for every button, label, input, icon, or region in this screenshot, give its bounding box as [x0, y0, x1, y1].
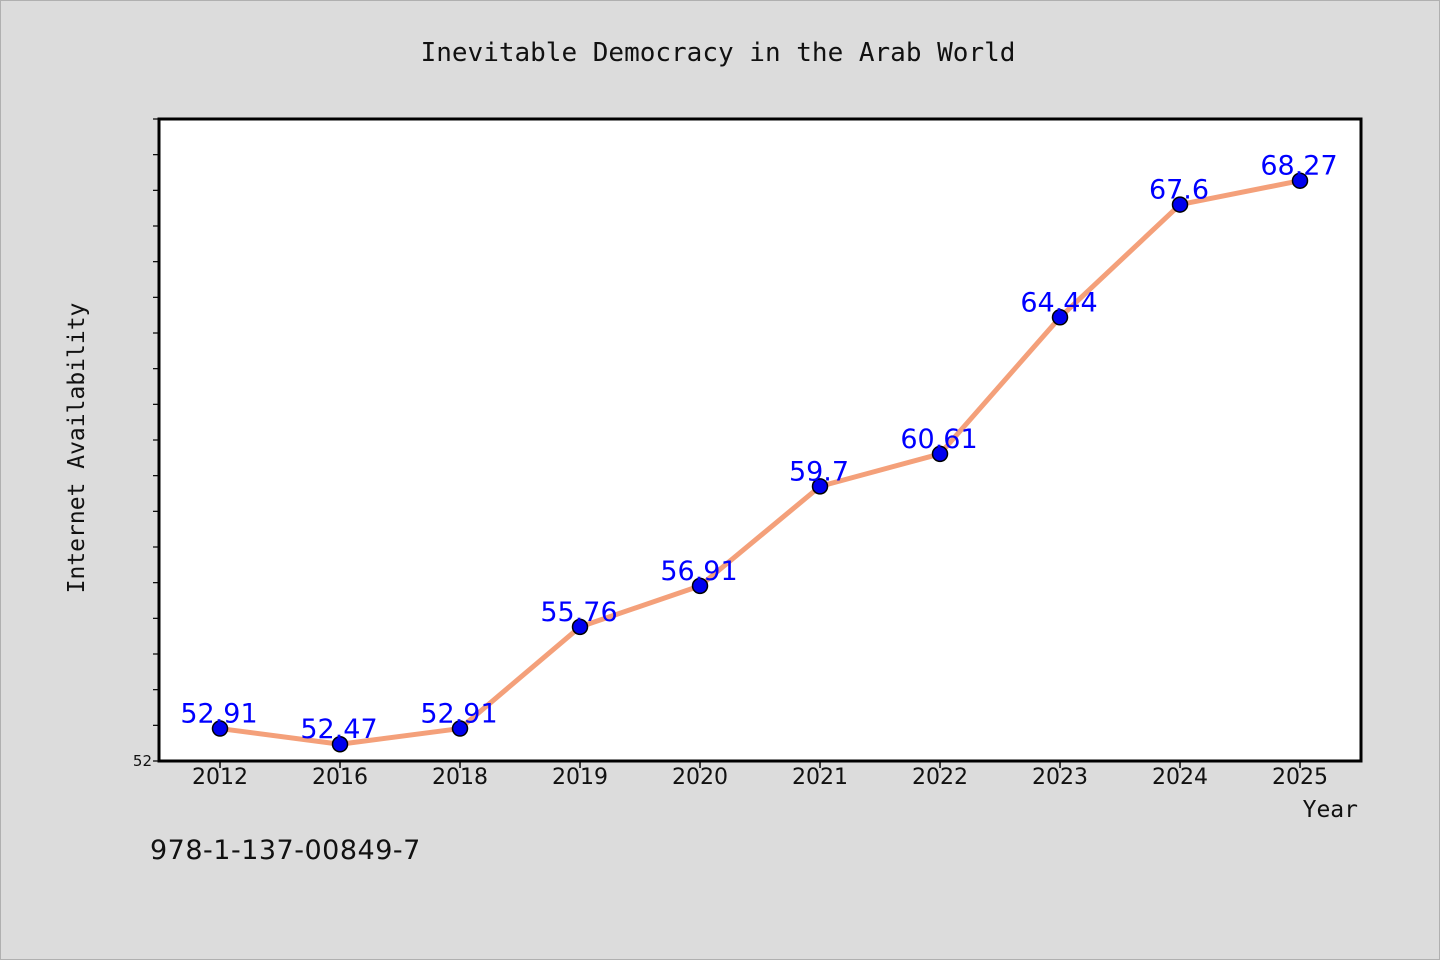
plot-area [157, 117, 1363, 763]
data-label: 68.27 [1260, 151, 1337, 182]
data-points [211, 172, 1309, 753]
x-tick-label: 2012 [192, 765, 248, 790]
x-tick-label: 2018 [432, 765, 488, 790]
data-point [691, 577, 709, 595]
data-label: 52.47 [300, 714, 377, 745]
y-tick-label: 52 [133, 752, 152, 770]
x-tick-label: 2021 [792, 765, 848, 790]
data-label: 59.7 [789, 456, 849, 487]
data-label: 52.91 [420, 699, 497, 730]
data-point [931, 445, 949, 463]
x-tick-label: 2024 [1152, 765, 1208, 790]
data-point [571, 618, 589, 636]
data-label: 52.91 [180, 699, 257, 730]
data-label: 67.6 [1149, 175, 1209, 206]
data-point [1291, 172, 1309, 189]
data-point [211, 720, 229, 737]
y-axis-label: Internet Availability [64, 303, 90, 594]
x-tick-label: 2022 [912, 765, 968, 790]
series-line [217, 178, 1303, 747]
data-label: 60.61 [900, 424, 977, 455]
x-axis: 2012 2016 2018 2019 2020 2021 2022 2023 2024 2025 [192, 761, 1328, 790]
data-point [811, 478, 829, 495]
data-label: 56.91 [660, 556, 737, 587]
data-label: 55.76 [540, 597, 617, 628]
data-point [331, 735, 349, 753]
x-tick-label: 2019 [552, 765, 608, 790]
x-tick-label: 2020 [672, 765, 728, 790]
data-point [1171, 196, 1189, 213]
data-labels: 52.91 52.47 52.91 55.76 56.91 59.7 60.61 64.44 6… [180, 151, 1337, 746]
x-tick-label: 2023 [1032, 765, 1088, 790]
x-axis-label: Year [1303, 797, 1358, 823]
y-axis-ticks [153, 118, 159, 762]
x-tick-label: 2016 [312, 765, 368, 790]
data-label: 64.44 [1020, 287, 1097, 318]
isbn-text: 978-1-137-00849-7 [150, 835, 421, 866]
chart-title: Inevitable Democracy in the Arab World [421, 38, 1016, 68]
data-point [1051, 309, 1069, 326]
x-tick-label: 2025 [1272, 765, 1328, 790]
data-point [451, 720, 469, 737]
